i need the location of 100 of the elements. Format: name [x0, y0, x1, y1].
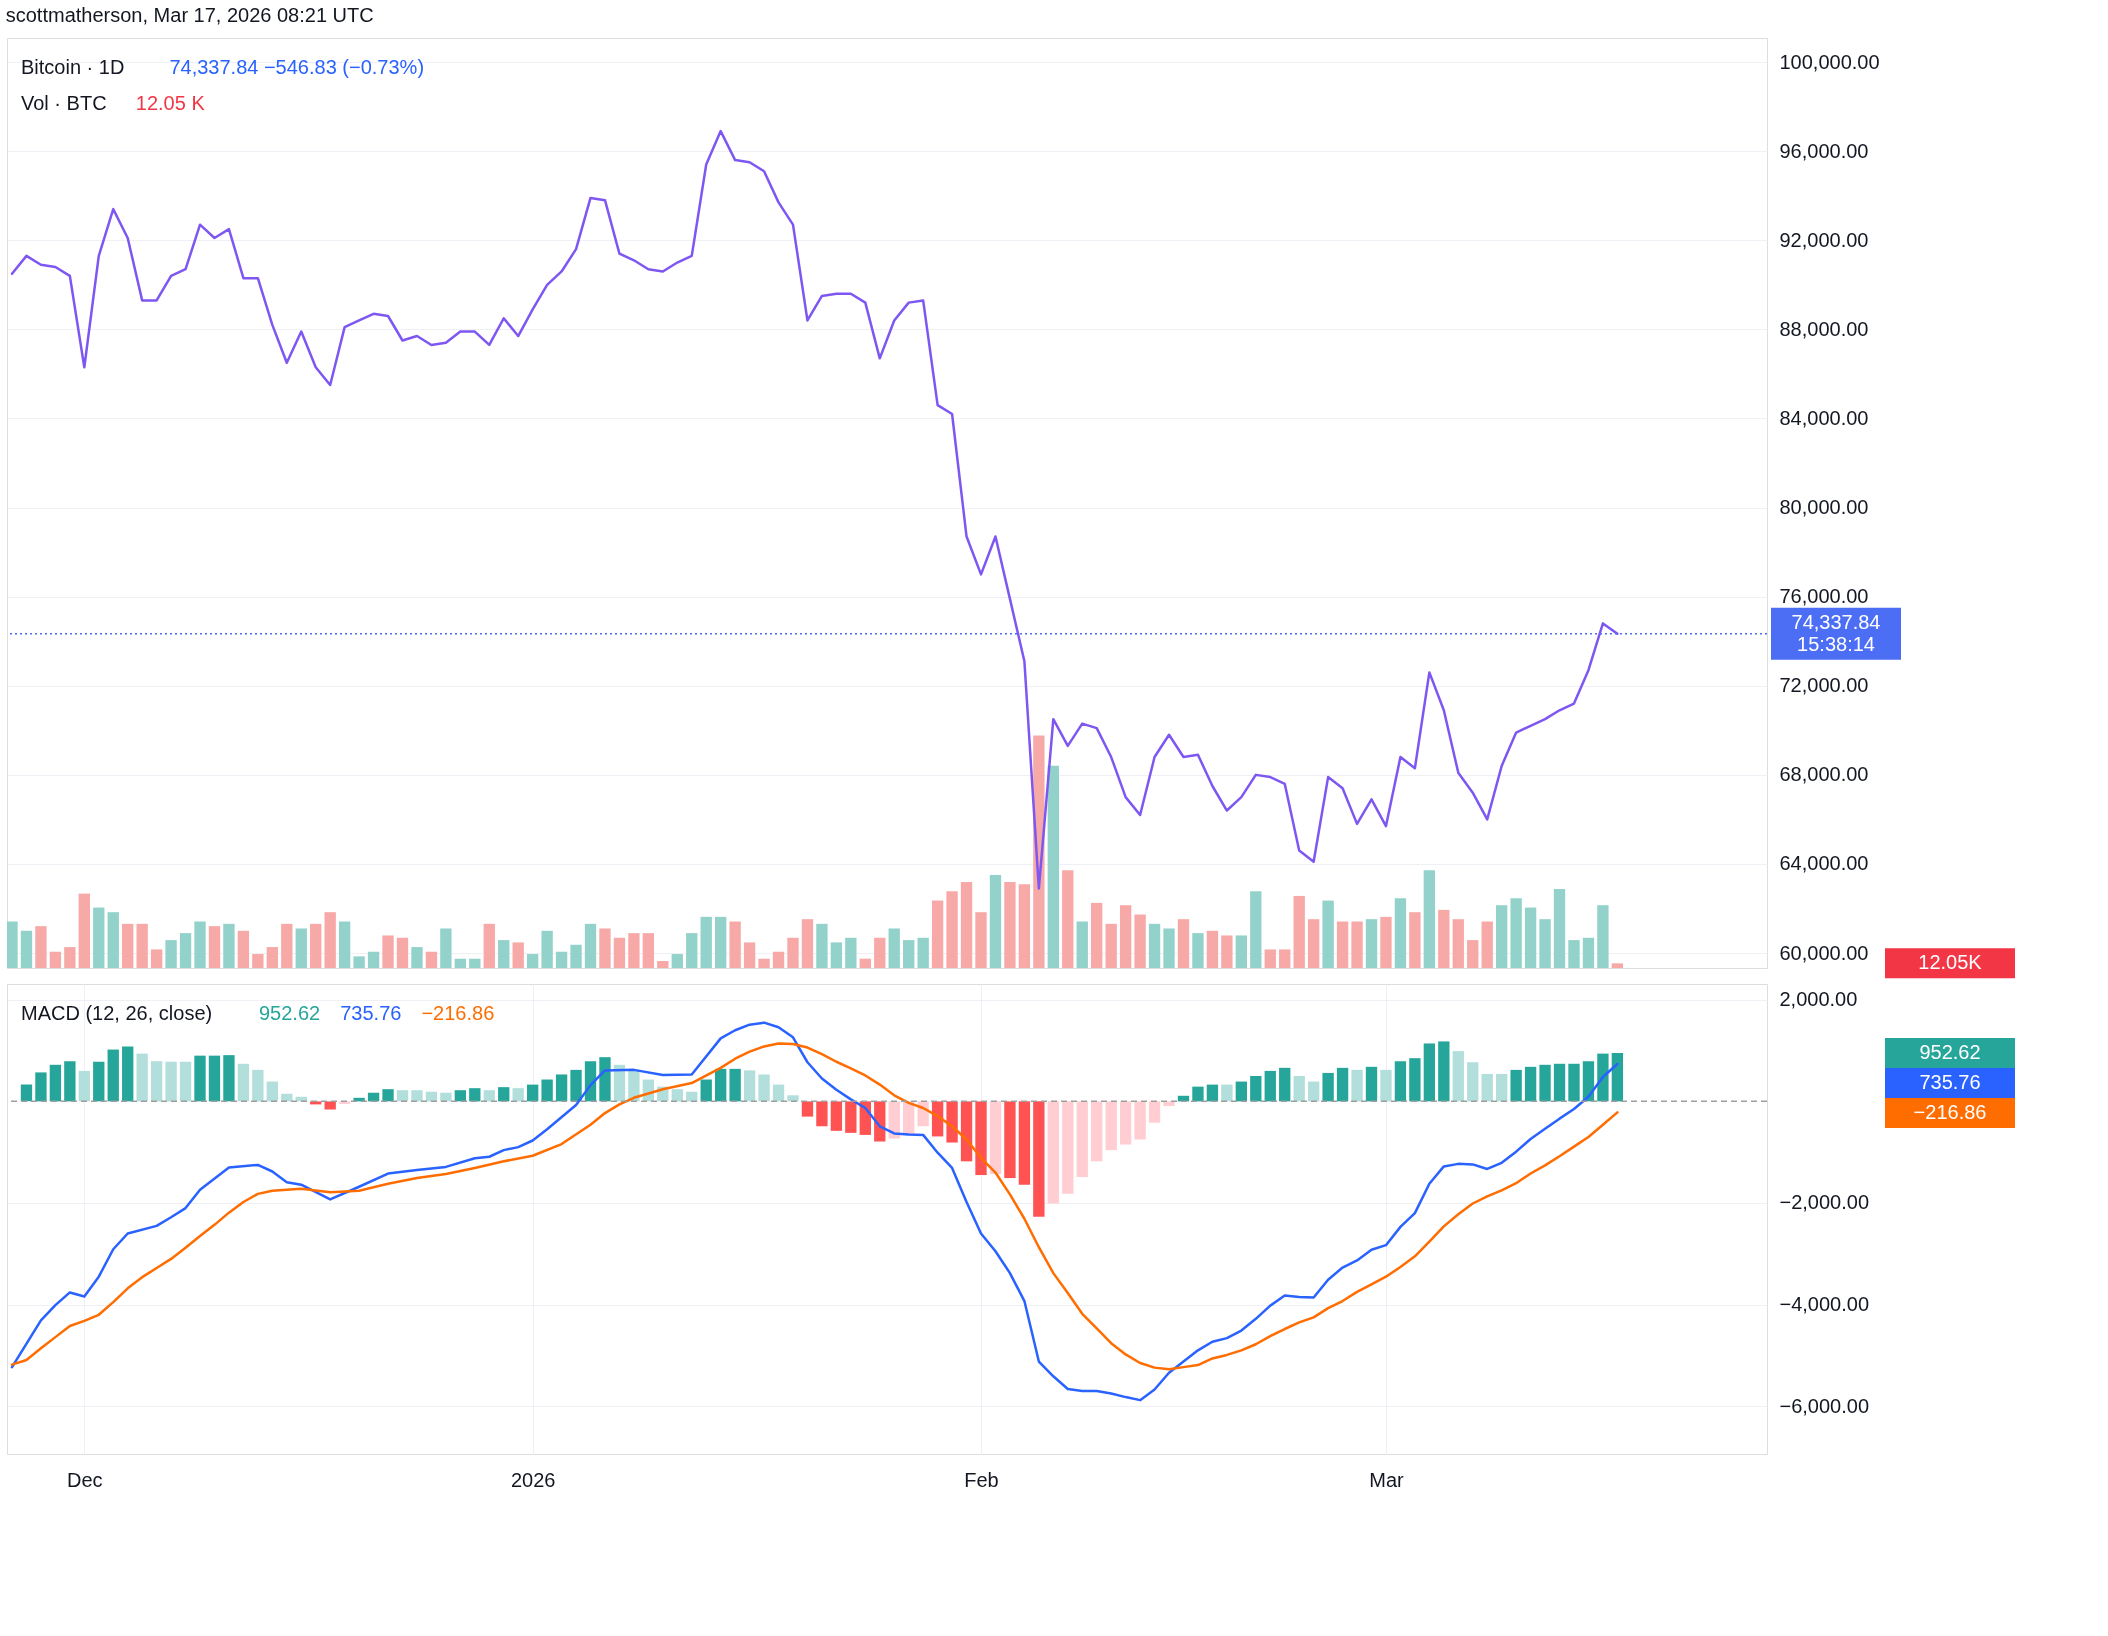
bar — [1192, 933, 1204, 968]
text: 12.05K — [1918, 951, 1983, 974]
bar — [1481, 1073, 1493, 1102]
bar — [686, 1091, 698, 1102]
bar — [136, 923, 148, 968]
bar — [1539, 919, 1551, 968]
chart-title: Vol · BTC — [21, 92, 107, 114]
bar — [1365, 1066, 1378, 1102]
bar — [396, 1090, 409, 1102]
bar — [440, 1092, 452, 1102]
bar — [324, 912, 336, 968]
bar — [772, 1084, 785, 1102]
bar — [1351, 921, 1363, 968]
bar — [440, 928, 452, 968]
y-tick-label: 84,000.00 — [1779, 406, 1869, 429]
line-series — [10, 129, 1619, 890]
bar — [1611, 963, 1624, 968]
bar — [1018, 884, 1031, 968]
bar — [454, 1090, 467, 1102]
bar — [1148, 1101, 1161, 1123]
bar — [498, 1087, 510, 1102]
bar — [1018, 1101, 1031, 1185]
text: scottmatherson, Mar 17, 2026 08:21 UTC — [5, 3, 374, 26]
bar — [382, 1089, 394, 1102]
chart-subtitle: 12.05 K — [135, 92, 206, 114]
bar — [1062, 870, 1074, 968]
bar — [1134, 914, 1146, 968]
bar — [382, 935, 394, 968]
bar — [411, 947, 423, 968]
bar — [150, 1061, 163, 1102]
bar — [874, 937, 886, 968]
bar — [1452, 1051, 1464, 1102]
bar — [223, 1055, 235, 1102]
bar — [498, 940, 510, 968]
bar — [469, 1088, 481, 1102]
bar — [1438, 1041, 1450, 1102]
bar — [671, 954, 683, 968]
bar — [353, 956, 365, 968]
y-tick-label: 2,000.00 — [1779, 988, 1858, 1011]
bar — [93, 907, 105, 968]
bar — [64, 947, 76, 968]
text: 74,337.84 −546.83 (−0.73%) — [169, 56, 425, 78]
bar — [281, 923, 293, 968]
bar — [946, 891, 958, 968]
bar — [1062, 1101, 1074, 1194]
bar — [700, 916, 712, 968]
bar — [642, 933, 655, 968]
bar — [1119, 1101, 1132, 1145]
bar — [787, 1095, 799, 1102]
bar — [107, 1049, 119, 1102]
bar — [1394, 898, 1407, 968]
annotation: −216.86 — [421, 1002, 495, 1024]
y-tick-label: 80,000.00 — [1779, 496, 1869, 519]
bar — [20, 930, 33, 968]
bar — [1597, 1053, 1609, 1102]
bar — [787, 937, 799, 968]
bar — [165, 1061, 177, 1102]
bar — [469, 958, 481, 968]
bar — [1221, 935, 1233, 968]
bar — [526, 954, 539, 968]
bar — [671, 1089, 683, 1102]
bar — [1423, 1043, 1436, 1102]
bar — [816, 1101, 828, 1127]
bar — [150, 949, 163, 968]
bar — [1307, 1081, 1320, 1102]
bar — [179, 933, 192, 968]
bar — [1524, 1066, 1537, 1102]
bar — [35, 1072, 47, 1102]
bar — [7, 921, 18, 968]
bar — [1336, 921, 1349, 968]
bar — [1524, 907, 1537, 968]
bar — [367, 951, 380, 968]
bar — [1091, 902, 1103, 968]
bar — [1235, 935, 1248, 968]
text: 952.62 — [1919, 1040, 1981, 1063]
bar — [1380, 916, 1392, 968]
bar — [122, 923, 134, 968]
bar — [49, 1064, 62, 1102]
bar — [888, 928, 900, 968]
bar — [845, 1101, 857, 1133]
bar — [1235, 1081, 1248, 1102]
bar — [367, 1092, 380, 1102]
bar — [252, 954, 264, 968]
bar — [1047, 765, 1059, 968]
bar — [252, 1069, 264, 1102]
bar — [1033, 1101, 1045, 1217]
bar — [1553, 1063, 1566, 1102]
bar — [1004, 881, 1016, 968]
bar — [715, 1068, 727, 1102]
bar — [555, 1074, 568, 1102]
bar — [960, 1101, 973, 1162]
y-tick-label: 68,000.00 — [1779, 763, 1869, 786]
bar — [208, 1055, 221, 1102]
bar — [1510, 898, 1522, 968]
bar — [729, 1068, 741, 1102]
bar — [483, 1090, 495, 1102]
bar — [743, 942, 756, 968]
bar — [78, 893, 90, 968]
bar — [1192, 1086, 1204, 1102]
bar — [93, 1061, 105, 1102]
